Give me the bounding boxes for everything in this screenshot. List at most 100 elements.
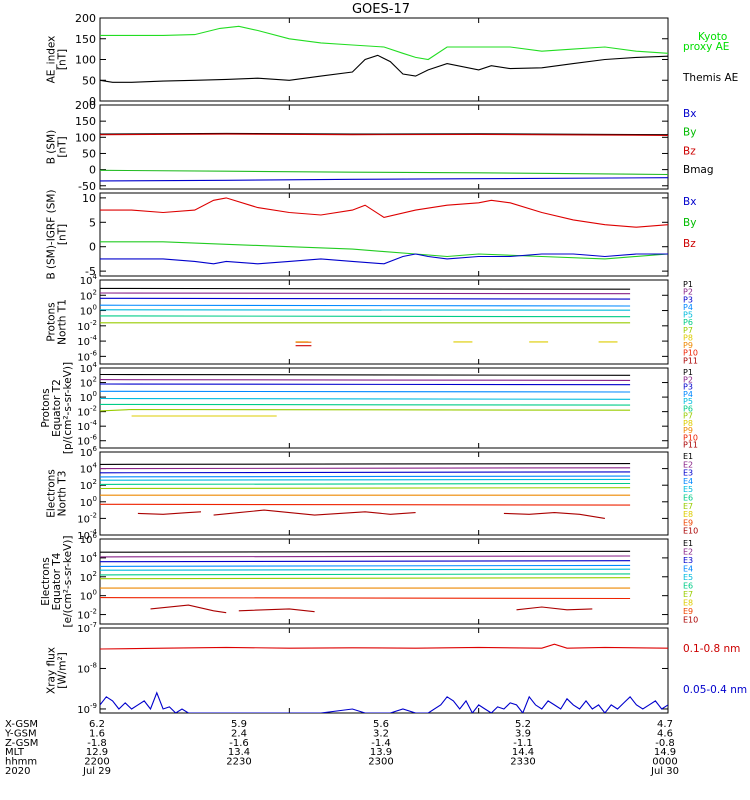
y-tick-label: 200 xyxy=(75,12,96,25)
legend-entry: P7 xyxy=(683,326,693,335)
panel-frame xyxy=(99,192,669,277)
x-tick-value: 13.4 xyxy=(228,747,250,758)
legend-entry: E9 xyxy=(683,607,693,616)
legend-entry: E7 xyxy=(683,590,693,599)
panel-frame xyxy=(99,627,669,714)
legend-entry: P10 xyxy=(683,349,698,358)
x-tick-value: 4.6 xyxy=(657,728,673,739)
panel-frame xyxy=(99,451,669,536)
x-tick-value: 13.9 xyxy=(370,747,392,758)
series-line xyxy=(100,315,631,318)
x-tick-value: 14.4 xyxy=(512,747,534,758)
legend-entry: P5 xyxy=(683,397,693,406)
legend-entry: P7 xyxy=(683,412,693,421)
series-line xyxy=(100,169,668,176)
series-line xyxy=(100,373,631,376)
series-line xyxy=(516,606,593,611)
x-row-label: Y-GSM xyxy=(4,728,37,739)
legend-entry: E1 xyxy=(683,539,693,548)
y-tick-label: 10-2 xyxy=(77,405,97,419)
y-axis-label: B (SM)-IGRF (SM) xyxy=(46,189,58,279)
y-axis-label: [nT] xyxy=(57,49,69,70)
legend-entry: Bx xyxy=(683,196,696,208)
series-line xyxy=(100,550,631,553)
legend-entry: P4 xyxy=(683,390,693,399)
legend-entry: E1 xyxy=(683,452,693,461)
y-tick-label: 0 xyxy=(89,95,96,108)
y-axis-label: Electrons xyxy=(40,557,52,606)
series-line xyxy=(100,487,631,490)
y-tick-label: 10 xyxy=(82,192,96,205)
y-tick-label: 102 xyxy=(80,570,97,584)
legend-entry: Bz xyxy=(683,238,696,250)
legend-entry: Bz xyxy=(683,145,696,157)
y-tick-label: -5 xyxy=(85,265,96,278)
y-axis-label: Equator T2 xyxy=(51,379,63,437)
y-tick-label: 10-4 xyxy=(77,528,97,542)
series-line xyxy=(100,597,631,600)
y-tick-label: 102 xyxy=(80,478,97,492)
legend-entry: E4 xyxy=(683,565,693,574)
legend-entry: Bx xyxy=(683,108,696,120)
legend-entry: P9 xyxy=(683,426,693,435)
y-axis-label: B (SM) xyxy=(46,130,58,164)
legend-entry: P11 xyxy=(683,441,698,450)
legend-entry: Kyoto xyxy=(698,31,727,43)
series-line xyxy=(137,511,202,515)
legend-entry: P9 xyxy=(683,341,693,350)
y-tick-label: 102 xyxy=(80,376,97,390)
series-line xyxy=(100,573,631,576)
series-line xyxy=(100,292,631,295)
x-tick-value: 5.2 xyxy=(515,719,531,730)
series-line xyxy=(100,467,631,470)
x-row-label: MLT xyxy=(5,747,25,758)
x-tick-value: 2330 xyxy=(510,757,535,768)
series-line xyxy=(100,463,631,465)
y-tick-label: 100 xyxy=(75,131,96,144)
panel-7: 106 104 102 100 10-2 Electrons Equator T4 [e/(c… xyxy=(40,532,698,627)
y-axis-label: North T1 xyxy=(57,299,69,345)
x-tick-value: -1.1 xyxy=(513,738,533,749)
legend-entry: P3 xyxy=(683,383,693,392)
y-axis-label: Electrons xyxy=(46,469,58,518)
legend-entry: E4 xyxy=(683,477,693,486)
legend-entry: P6 xyxy=(683,318,693,327)
y-tick-label: 10-4 xyxy=(77,419,97,433)
y-tick-label: 50 xyxy=(82,147,96,160)
y-axis-label: [W/m²] xyxy=(57,652,69,689)
y-axis-label: Protons xyxy=(40,388,52,427)
legend-entry: E5 xyxy=(683,573,693,582)
x-tick-value: 0000 xyxy=(652,757,677,768)
y-tick-label: 150 xyxy=(75,115,96,128)
legend-entry: E7 xyxy=(683,502,693,511)
legend-entry: P1 xyxy=(683,368,693,377)
series-line xyxy=(100,471,631,474)
y-tick-label: 10-9 xyxy=(77,702,97,716)
y-tick-label: 100 xyxy=(80,304,97,318)
legend-entry: E5 xyxy=(683,485,693,494)
y-tick-label: 104 xyxy=(80,273,98,287)
series-line xyxy=(100,390,631,393)
series-line xyxy=(100,478,631,481)
y-axis-label: Protons xyxy=(46,302,58,341)
legend-entry: P11 xyxy=(683,356,698,365)
legend-entry: E3 xyxy=(683,469,693,478)
y-tick-label: 10-6 xyxy=(77,349,97,363)
legend-entry: P2 xyxy=(683,375,693,384)
series-line xyxy=(100,197,668,228)
series-line xyxy=(100,253,668,265)
legend-entry: E9 xyxy=(683,518,693,527)
y-tick-label: 106 xyxy=(80,445,98,459)
legend-entry: By xyxy=(683,127,696,139)
x-tick-value: 12.9 xyxy=(86,747,108,758)
legend-entry: 0.1-0.8 nm xyxy=(683,643,740,655)
legend-entry: E2 xyxy=(683,548,693,557)
x-row-label: X-GSM xyxy=(5,719,38,730)
legend-entry: E2 xyxy=(683,460,693,469)
series-line xyxy=(100,568,631,571)
